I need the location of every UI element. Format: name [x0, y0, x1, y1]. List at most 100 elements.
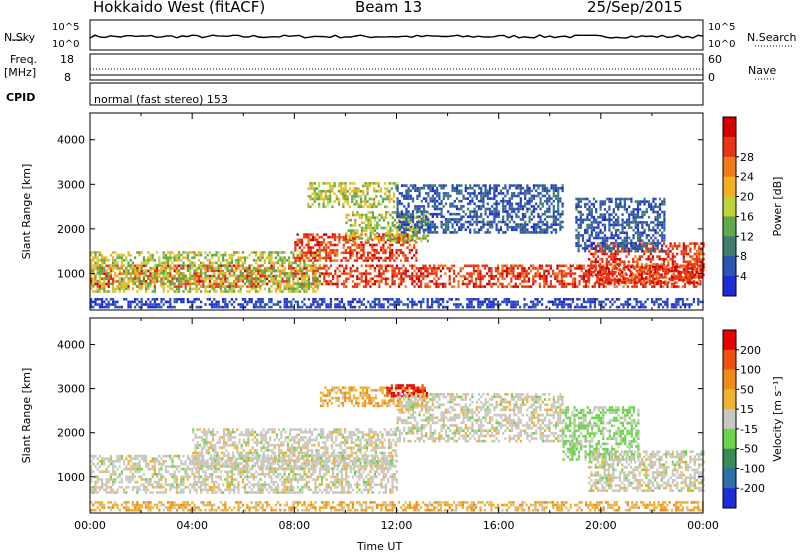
cell — [222, 269, 225, 273]
cell — [369, 267, 372, 270]
cell — [502, 199, 505, 203]
cell — [305, 274, 308, 278]
cell — [362, 259, 365, 262]
cell — [169, 274, 172, 278]
cell — [376, 280, 379, 283]
cell — [94, 251, 97, 254]
cell — [418, 228, 421, 232]
cell — [415, 234, 418, 238]
cell — [603, 241, 607, 245]
cell — [138, 285, 141, 288]
cell — [646, 264, 649, 268]
cell — [365, 218, 368, 222]
cell — [355, 251, 359, 255]
cell — [577, 226, 580, 229]
cell — [333, 233, 337, 236]
cell — [393, 237, 396, 240]
cell — [391, 267, 394, 270]
cell — [314, 243, 317, 247]
cell — [477, 184, 481, 187]
cell — [396, 221, 399, 225]
cell — [665, 257, 668, 261]
cell — [145, 261, 148, 265]
cell — [603, 215, 607, 219]
cell — [647, 239, 651, 242]
cell — [237, 290, 240, 293]
cell — [466, 225, 470, 229]
cell — [435, 282, 438, 286]
cell — [495, 207, 498, 211]
cell — [603, 213, 607, 216]
cell — [171, 305, 174, 309]
cell — [643, 221, 646, 224]
cell — [336, 277, 339, 281]
cell — [614, 270, 617, 274]
cell — [599, 208, 602, 211]
cell — [226, 269, 229, 272]
cell — [634, 231, 637, 235]
cell — [318, 235, 321, 239]
cell — [532, 228, 536, 232]
cell — [169, 266, 172, 270]
cell — [613, 267, 616, 270]
cell — [680, 276, 683, 279]
cell — [519, 223, 522, 226]
cell — [255, 285, 258, 288]
cell — [147, 269, 150, 273]
cell — [687, 265, 690, 269]
cell — [630, 197, 633, 201]
cell — [563, 264, 566, 268]
cell — [228, 287, 231, 291]
cell — [661, 221, 664, 224]
cell — [311, 246, 315, 249]
cell — [557, 212, 560, 216]
cell — [398, 234, 401, 238]
cell — [605, 263, 608, 266]
cell — [379, 187, 382, 190]
cell — [131, 277, 134, 280]
cell — [362, 205, 365, 209]
cell — [470, 274, 473, 278]
cell — [380, 235, 383, 239]
cell — [314, 264, 317, 267]
cell — [362, 285, 365, 288]
cell — [603, 281, 606, 284]
cell — [484, 223, 487, 226]
cell — [574, 282, 577, 286]
cell — [403, 184, 406, 187]
cell — [427, 228, 430, 232]
cell — [592, 228, 596, 232]
cell — [422, 216, 425, 219]
cell — [109, 298, 112, 301]
cell — [398, 211, 401, 214]
cell — [263, 279, 266, 283]
cell — [255, 279, 258, 283]
cell — [552, 184, 555, 187]
cell — [436, 231, 439, 234]
cell — [352, 213, 355, 217]
cell — [351, 274, 354, 278]
cell — [525, 280, 528, 283]
cell — [686, 267, 689, 270]
cell — [532, 264, 535, 268]
cell — [422, 220, 426, 224]
cell — [418, 231, 421, 234]
cell — [433, 207, 437, 211]
cell — [486, 194, 489, 198]
cell — [641, 213, 644, 216]
cell — [698, 250, 701, 253]
cell — [491, 186, 494, 190]
cell — [418, 218, 421, 222]
cell — [226, 303, 229, 306]
cell — [530, 194, 533, 198]
cell — [649, 260, 652, 264]
cell — [610, 257, 613, 261]
cell — [351, 200, 354, 203]
cell — [415, 277, 418, 281]
cell — [652, 200, 655, 203]
cell — [425, 197, 428, 200]
cell — [453, 272, 456, 275]
cell — [639, 221, 642, 224]
cell — [656, 263, 659, 266]
cell — [658, 205, 662, 209]
